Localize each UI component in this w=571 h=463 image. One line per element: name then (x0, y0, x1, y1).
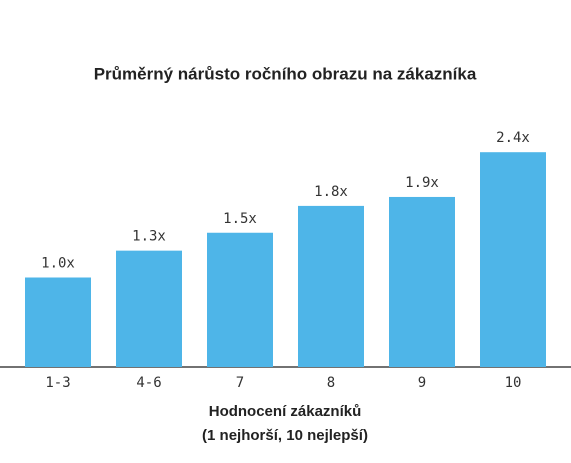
x-tick-label: 7 (236, 375, 244, 391)
bar (207, 232, 273, 367)
bar (389, 196, 455, 367)
x-tick-label: 1-3 (45, 375, 70, 391)
x-tick-label: 8 (327, 375, 335, 391)
x-tick-label: 4-6 (136, 375, 161, 391)
value-label: 1.0x (41, 256, 75, 272)
x-tick-label: 9 (418, 375, 426, 391)
chart-title: Průměrný nárůsto ročního obrazu na zákaz… (94, 64, 477, 83)
x-axis-title: Hodnocení zákazníků (209, 403, 362, 420)
bar (480, 152, 546, 367)
bar (25, 277, 91, 367)
bar (116, 250, 182, 367)
value-label: 1.9x (405, 175, 439, 191)
bar (298, 205, 364, 367)
x-tick-label: 10 (505, 375, 522, 391)
value-label: 1.5x (223, 211, 257, 227)
value-label: 1.8x (314, 184, 348, 200)
value-label: 1.3x (132, 229, 166, 245)
value-label: 2.4x (496, 130, 530, 146)
x-axis-title: (1 nejhorší, 10 nejlepší) (202, 427, 368, 444)
